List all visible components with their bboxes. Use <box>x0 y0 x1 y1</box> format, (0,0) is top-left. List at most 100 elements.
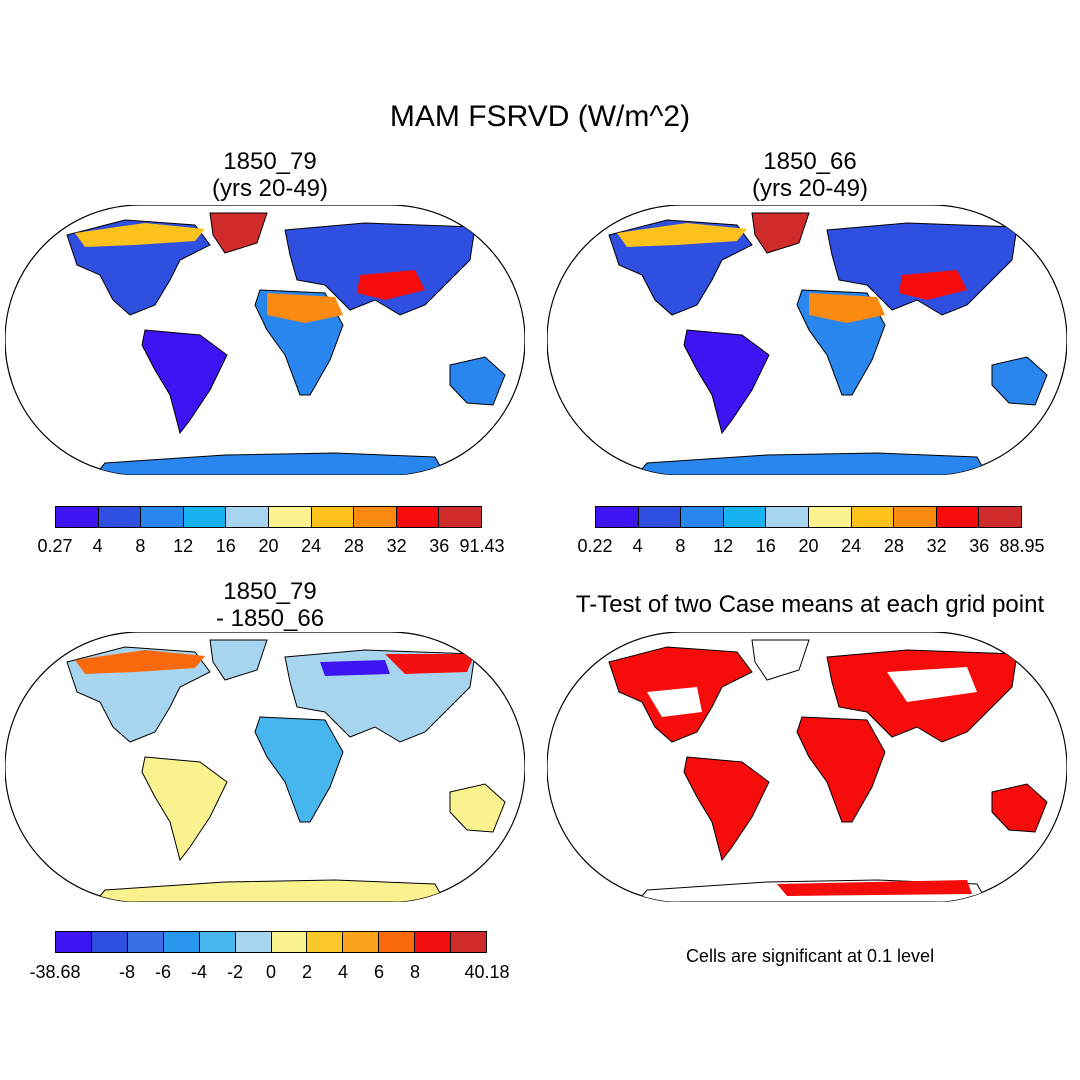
colorbar-tick-label: -6 <box>154 962 172 982</box>
panel4-map <box>547 632 1067 902</box>
colorbar-swatch <box>141 507 184 527</box>
colorbar-tick-label: 6 <box>373 962 385 982</box>
panel4-title: T-Test of two Case means at each grid po… <box>575 591 1045 618</box>
colorbar-swatch <box>56 932 92 952</box>
central-asia-hotspot <box>357 270 425 300</box>
panel2-title: 1850_66 (yrs 20-49) <box>710 148 910 202</box>
antarctica-significant-band <box>777 880 972 896</box>
siberia-warm-band <box>385 654 475 674</box>
panel1-map <box>5 205 525 475</box>
colorbar-swatch <box>268 507 312 527</box>
colorbar-tick-label: 0.27 <box>37 536 73 556</box>
colorbar-swatch <box>808 507 852 527</box>
arctic-warm-band <box>75 650 205 674</box>
antarctica-shape <box>635 452 988 475</box>
panel1-title-line2: (yrs 20-49) <box>211 175 329 202</box>
colorbar-swatch <box>681 507 724 527</box>
africa-shape <box>254 716 344 823</box>
colorbar-tick-label: 91.43 <box>459 536 505 556</box>
colorbar-swatch <box>311 507 355 527</box>
colorbar-swatch <box>415 932 452 952</box>
colorbar-tick-label: 88.95 <box>999 536 1045 556</box>
colorbar-tick-label: 0 <box>265 962 277 982</box>
siberia-cool-band <box>320 660 390 676</box>
colorbar-tick-label: 24 <box>301 536 322 556</box>
greenland-shape <box>209 639 268 681</box>
colorbar-tick-label: 8 <box>409 962 421 982</box>
colorbar-swatch <box>98 507 142 527</box>
australia-shape <box>991 356 1048 406</box>
colorbar-tick-label: -38.68 <box>29 962 81 982</box>
colorbar-swatch <box>979 507 1021 527</box>
colorbar-tick-label: 32 <box>926 536 947 556</box>
colorbar-swatch <box>56 507 99 527</box>
panel1-colorbar <box>55 506 482 528</box>
south-america-shape <box>141 329 228 435</box>
panel3-colorbar <box>55 931 487 953</box>
greenland-shape <box>751 639 810 681</box>
africa-shape <box>796 716 886 823</box>
colorbar-tick-label: -4 <box>190 962 207 982</box>
colorbar-tick-label: 40.18 <box>464 962 510 982</box>
colorbar-swatch <box>235 932 272 952</box>
panel1-colorbar-labels: 0.27 4 8 12 16 20 24 28 32 36 91.43 <box>37 536 504 560</box>
central-asia-hotspot <box>899 270 967 300</box>
arctic-hotspot <box>75 223 205 247</box>
colorbar-tick-label: 12 <box>713 536 734 556</box>
colorbar-swatch <box>596 507 639 527</box>
colorbar-tick-label: 8 <box>135 536 146 556</box>
colorbar-swatch <box>199 932 236 952</box>
colorbar-swatch <box>163 932 200 952</box>
colorbar-swatch <box>451 932 487 952</box>
colorbar-tick-label: 28 <box>343 536 364 556</box>
australia-shape <box>449 783 506 833</box>
colorbar-tick-label: 4 <box>337 962 348 982</box>
colorbar-tick-label: 36 <box>429 536 450 556</box>
colorbar-swatch <box>396 507 440 527</box>
colorbar-swatch <box>343 932 380 952</box>
panel2-colorbar <box>595 506 1022 528</box>
colorbar-swatch <box>439 507 481 527</box>
sahara-hotspot <box>267 293 343 323</box>
south-america-shape <box>141 756 228 862</box>
colorbar-tick-label: 20 <box>798 536 819 556</box>
colorbar-swatch <box>91 932 128 952</box>
colorbar-tick-label: 2 <box>301 962 313 982</box>
significance-note: Cells are significant at 0.1 level <box>685 946 935 966</box>
north-america-nonsignificant-patch <box>647 687 702 717</box>
colorbar-swatch <box>766 507 809 527</box>
colorbar-swatch <box>638 507 682 527</box>
panel3-map <box>5 632 525 902</box>
colorbar-swatch <box>271 932 308 952</box>
australia-shape <box>991 783 1048 833</box>
colorbar-swatch <box>723 507 767 527</box>
colorbar-tick-label: 4 <box>92 536 103 556</box>
panel3-title-line1: 1850_79 <box>223 578 317 605</box>
colorbar-swatch <box>183 507 227 527</box>
colorbar-swatch <box>127 932 164 952</box>
colorbar-tick-label: 36 <box>969 536 990 556</box>
panel3-title: 1850_79 - 1850_66 <box>170 578 370 632</box>
sahara-hotspot <box>809 293 885 323</box>
south-america-shape <box>683 329 770 435</box>
panel2-title-line2: (yrs 20-49) <box>751 175 869 202</box>
figure-title: MAM FSRVD (W/m^2) <box>389 100 691 133</box>
colorbar-swatch <box>936 507 980 527</box>
panel2-title-line1: 1850_66 <box>763 148 857 175</box>
colorbar-tick-label: 0.22 <box>577 536 613 556</box>
colorbar-swatch <box>379 932 416 952</box>
panel2-colorbar-labels: 0.22 4 8 12 16 20 24 28 32 36 88.95 <box>577 536 1044 560</box>
colorbar-tick-label: 12 <box>173 536 194 556</box>
colorbar-tick-label: 24 <box>841 536 862 556</box>
antarctica-shape <box>93 452 446 475</box>
arctic-hotspot <box>617 223 747 247</box>
asia-nonsignificant-patch <box>887 667 977 702</box>
antarctica-shape <box>93 879 446 902</box>
panel1-title-line1: 1850_79 <box>223 148 317 175</box>
colorbar-tick-label: 16 <box>215 536 236 556</box>
colorbar-swatch <box>307 932 344 952</box>
colorbar-tick-label: -8 <box>118 962 135 982</box>
greenland-shape <box>751 212 810 254</box>
colorbar-tick-label: 4 <box>632 536 643 556</box>
panel3-title-line2: - 1850_66 <box>215 605 325 632</box>
